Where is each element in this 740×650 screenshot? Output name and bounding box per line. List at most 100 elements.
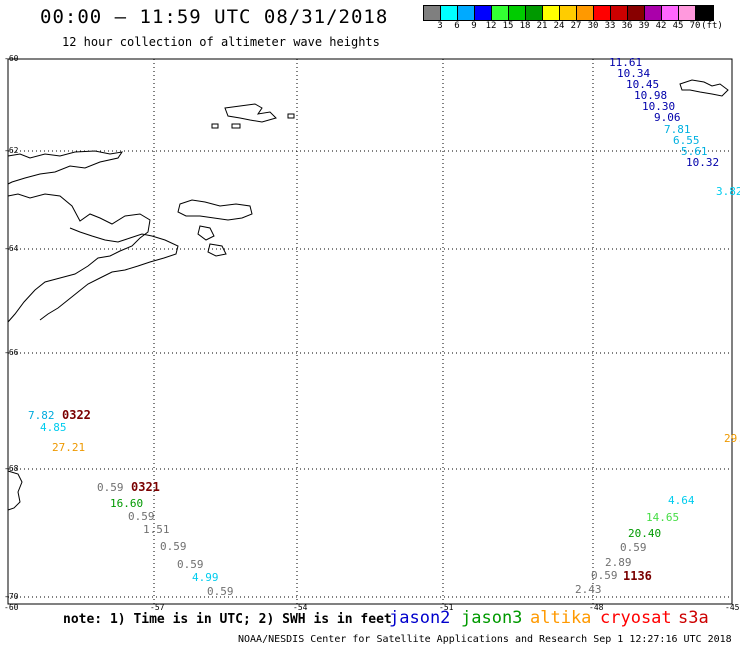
- color-scale-label: 18: [519, 21, 531, 31]
- color-swatch: [543, 6, 560, 20]
- antarctic-peninsula-coast: [7, 150, 124, 185]
- color-scale-label: 39: [638, 21, 650, 31]
- color-swatch: [492, 6, 509, 20]
- lon-label: -45: [725, 603, 740, 612]
- wave-height-label: 0.59: [97, 481, 124, 494]
- color-scale-bar: [423, 5, 714, 21]
- island-large: [177, 199, 253, 221]
- island-small-2: [207, 243, 227, 257]
- color-swatch: [645, 6, 662, 20]
- color-swatch: [458, 6, 475, 20]
- peninsula-coast-3: [39, 227, 179, 321]
- color-scale-label: 9: [471, 21, 477, 31]
- color-scale-label: 30: [587, 21, 599, 31]
- wave-height-label: 10.30: [642, 100, 676, 113]
- color-scale-label: 6: [454, 21, 460, 31]
- pass-time-label: 0322: [62, 408, 91, 422]
- peninsula-coast-2: [7, 193, 151, 323]
- wave-height-label: 1.51: [143, 523, 170, 536]
- island-tiny-3: [287, 113, 295, 119]
- pass-time-label: 1136: [623, 569, 652, 583]
- color-scale-label: 21: [536, 21, 548, 31]
- wave-height-label: 11.61: [609, 56, 643, 69]
- color-swatch: [696, 6, 713, 20]
- color-scale-label: 27: [570, 21, 582, 31]
- wave-height-label: 4.85: [40, 421, 67, 434]
- lon-label: -60: [4, 603, 19, 612]
- wave-height-label: 6.55: [673, 134, 700, 147]
- lat-label: -68: [4, 464, 19, 473]
- lon-label: -48: [589, 603, 604, 612]
- color-scale-label: 15: [502, 21, 514, 31]
- lon-label: -54: [293, 603, 308, 612]
- island-tiny-1: [211, 123, 219, 129]
- color-swatch: [679, 6, 696, 20]
- satellite-legend-jason2: jason2: [389, 608, 451, 628]
- lat-label: -64: [4, 244, 19, 253]
- south-orkney-islands: [679, 79, 729, 97]
- color-scale-label: 45: [672, 21, 684, 31]
- wave-height-label: 9.06: [654, 111, 681, 124]
- color-swatch: [424, 6, 441, 20]
- wave-height-label: 10.98: [634, 89, 668, 102]
- lat-label: -70: [4, 592, 19, 601]
- color-swatch: [509, 6, 526, 20]
- wave-height-label: 4.64: [668, 494, 695, 507]
- wave-height-label: 3.82: [716, 185, 740, 198]
- coastlines: [7, 79, 729, 511]
- satellite-legend-altika: altika: [530, 608, 592, 628]
- wave-height-label: 0.59: [207, 585, 234, 598]
- island-small-1: [197, 225, 215, 241]
- graticule: [8, 58, 732, 604]
- lon-label: -57: [150, 603, 165, 612]
- satellite-legend-cryosat: cryosat: [600, 608, 672, 628]
- satellite-legend-jason3: jason3: [461, 608, 523, 628]
- lat-label: -66: [4, 348, 19, 357]
- pass-time-label: 0321: [131, 480, 160, 494]
- color-scale-label: 36: [621, 21, 633, 31]
- color-scale-label: 24: [553, 21, 565, 31]
- color-swatch: [560, 6, 577, 20]
- wave-height-label: 27.21: [52, 441, 86, 454]
- wave-height-label: 7.82: [28, 409, 55, 422]
- wave-height-label: 2.89: [605, 556, 632, 569]
- wave-height-label: 7.81: [664, 123, 691, 136]
- wave-height-label: 10.34: [617, 67, 651, 80]
- wave-height-label: 14.65: [646, 511, 680, 524]
- wave-height-label: 0.59: [620, 541, 647, 554]
- wave-height-label: 0.59: [177, 558, 204, 571]
- color-scale-label: 70: [689, 21, 701, 31]
- wave-height-label: 5.61: [681, 145, 708, 158]
- color-scale-label: (ft): [701, 21, 723, 31]
- color-swatch: [628, 6, 645, 20]
- color-scale-label: 12: [485, 21, 497, 31]
- altimeter-map: [7, 58, 733, 605]
- map-frame: [7, 58, 733, 605]
- map-title: 00:00 – 11:59 UTC 08/31/2018: [40, 6, 389, 28]
- wave-height-label: 16.60: [110, 497, 144, 510]
- island-elephant: [224, 103, 277, 123]
- wave-height-label: 10.45: [626, 78, 660, 91]
- wave-height-label: 4.99: [192, 571, 219, 584]
- wave-height-label: 2.43: [575, 583, 602, 596]
- color-swatch: [475, 6, 492, 20]
- wave-height-label: 0.59: [591, 569, 618, 582]
- island-tiny-2: [231, 123, 241, 129]
- color-scale-label: 33: [604, 21, 616, 31]
- color-swatch: [441, 6, 458, 20]
- wave-height-label: 0.59: [128, 510, 155, 523]
- color-swatch: [662, 6, 679, 20]
- wave-height-label: 20.40: [628, 527, 662, 540]
- map-subtitle: 12 hour collection of altimeter wave hei…: [62, 35, 380, 49]
- color-swatch: [577, 6, 594, 20]
- lat-label: -60: [4, 54, 19, 63]
- color-swatch: [611, 6, 628, 20]
- credit-line: NOAA/NESDIS Center for Satellite Applica…: [238, 634, 732, 645]
- color-scale-label: 3: [437, 21, 443, 31]
- coast-fragment-west: [7, 470, 23, 511]
- footer-note: note: 1) Time is in UTC; 2) SWH is in fe…: [63, 612, 392, 627]
- lat-label: -62: [4, 146, 19, 155]
- lon-label: -51: [439, 603, 454, 612]
- wave-height-label: 29.: [724, 432, 740, 445]
- color-swatch: [594, 6, 611, 20]
